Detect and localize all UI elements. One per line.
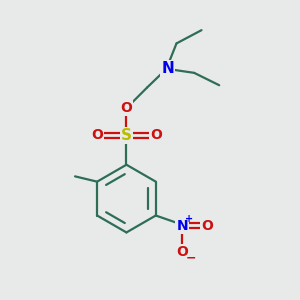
- Text: +: +: [185, 214, 193, 224]
- Text: O: O: [150, 128, 162, 142]
- Text: O: O: [121, 101, 132, 115]
- Text: O: O: [91, 128, 103, 142]
- Text: N: N: [161, 61, 174, 76]
- Text: O: O: [201, 219, 213, 233]
- Text: S: S: [121, 128, 132, 143]
- Text: O: O: [176, 245, 188, 259]
- Text: −: −: [185, 251, 196, 264]
- Text: N: N: [176, 219, 188, 233]
